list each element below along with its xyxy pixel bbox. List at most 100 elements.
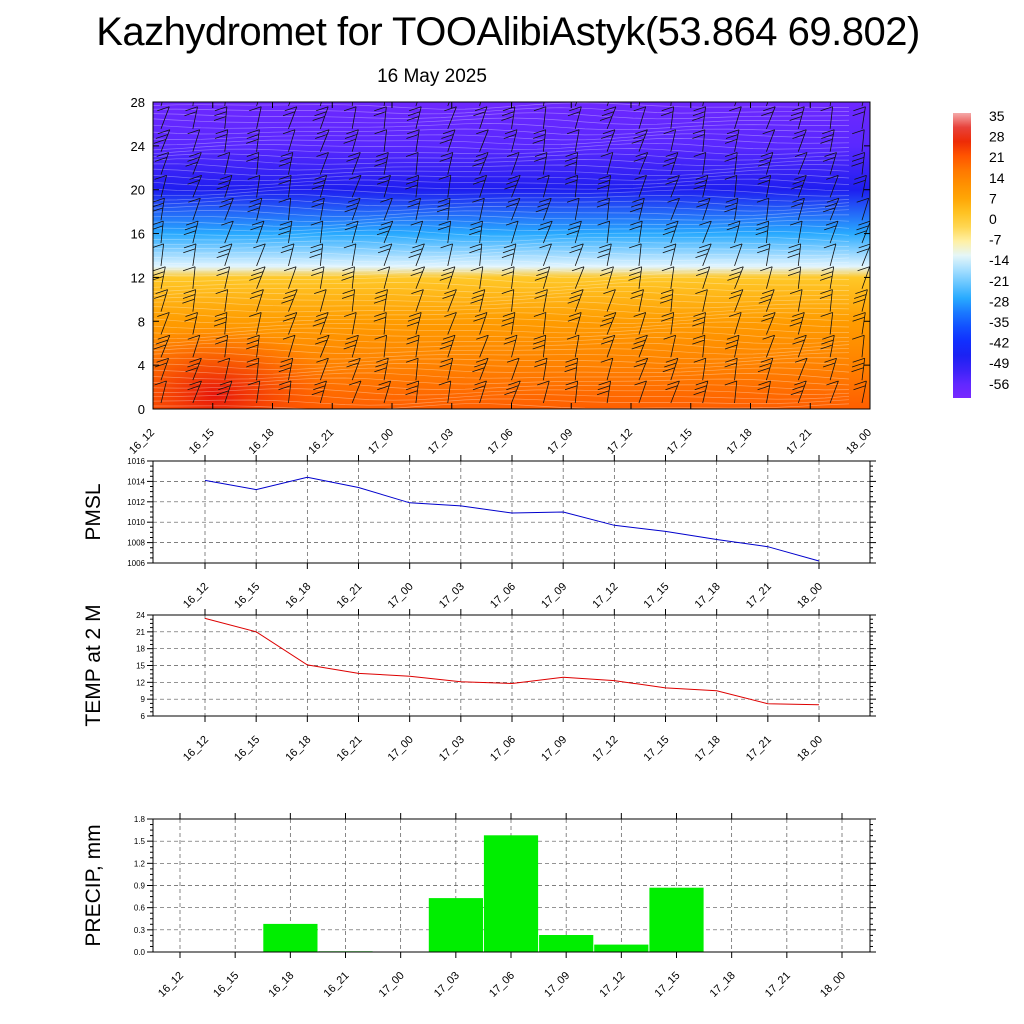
wind-barb-flag: [663, 243, 677, 249]
wind-barb-flag: [504, 129, 518, 135]
wind-barb-flag: [279, 157, 292, 162]
wind-barb-flag: [535, 289, 548, 294]
wind-barb-flag: [659, 298, 673, 304]
contour-line: [153, 316, 850, 324]
wind-barb: [319, 243, 324, 266]
colorbar-label: -49: [989, 355, 1009, 371]
wind-barb-flag: [472, 197, 485, 203]
wind-barb: [734, 358, 738, 381]
wind-barb-flag: [756, 197, 770, 203]
wind-barb-flag: [251, 271, 264, 276]
wind-barb-flag: [247, 175, 260, 180]
wind-barb-flag: [187, 362, 200, 368]
wind-barb-flag: [824, 225, 837, 231]
wind-barb-flag: [664, 157, 677, 162]
wind-barb-flag: [788, 243, 801, 249]
wind-barb: [797, 289, 803, 312]
wind-barb-flag: [826, 175, 839, 180]
wind-barb-flag: [537, 175, 550, 180]
wind-barb: [734, 129, 740, 152]
wind-barb-flag: [375, 157, 388, 162]
wind-barb-flag: [409, 106, 422, 112]
wind-barb-flag: [251, 220, 265, 226]
wind-barb: [288, 289, 298, 312]
wind-barb: [319, 335, 330, 358]
wind-barb-flag: [535, 207, 548, 213]
wind-barb-flag: [410, 248, 423, 254]
contour-line: [153, 255, 850, 263]
wind-barb: [192, 289, 197, 312]
wind-barb-flag: [856, 248, 869, 254]
contour-line: [153, 290, 850, 298]
wind-barb-flag: [343, 84, 355, 88]
wind-barb-flag: [189, 175, 202, 180]
wind-barb: [606, 221, 610, 244]
wind-barb-flag: [406, 339, 419, 345]
wind-barb: [479, 266, 484, 289]
wind-barb-flag: [761, 316, 774, 322]
wind-barb: [224, 335, 229, 358]
wind-barb-flag: [758, 380, 771, 386]
wind-barb-flag: [729, 89, 741, 93]
wind-barb: [351, 106, 357, 129]
wind-barb: [797, 152, 808, 175]
wind-barb: [224, 312, 228, 335]
contour-line: [153, 123, 849, 131]
wind-barb-flag: [507, 197, 521, 203]
wind-barb-flag: [189, 152, 202, 157]
wind-barb-flag: [376, 230, 390, 236]
wind-barb-flag: [693, 106, 706, 112]
wind-barb-flag: [246, 362, 259, 368]
wind-barb: [351, 243, 357, 266]
wind-barb-flag: [344, 207, 357, 213]
wind-barb-flag: [442, 334, 456, 340]
wind-barb-flag: [602, 334, 615, 340]
wind-barb-flag: [314, 84, 326, 88]
wind-barb-flag: [571, 84, 583, 88]
wind-barb-flag: [820, 89, 832, 93]
wind-barb: [319, 175, 327, 198]
x-tick-label: 18_00: [844, 427, 874, 457]
wind-barb-flag: [535, 89, 547, 93]
wind-barb-flag: [156, 84, 168, 88]
wind-barb: [447, 106, 457, 129]
wind-barb-flag: [699, 243, 712, 249]
wind-barb-flag: [601, 134, 614, 139]
wind-barb-flag: [633, 339, 646, 345]
wind-barb-flag: [344, 225, 357, 231]
wind-barb: [447, 289, 457, 312]
wind-barb-flag: [184, 84, 196, 88]
wind-barb-flag: [214, 316, 227, 322]
wind-barb-flag: [534, 152, 548, 157]
wind-barb: [319, 129, 330, 152]
contour-line: [153, 367, 850, 375]
x-tick-label: 18_00: [795, 581, 825, 611]
wind-barb-flag: [667, 380, 680, 386]
wind-barb: [288, 198, 292, 221]
wind-barb-flag: [412, 266, 425, 272]
wind-barb-flag: [473, 111, 486, 117]
wind-barb: [766, 243, 771, 266]
x-tick-label: 17_12: [590, 734, 620, 764]
wind-barb-flag: [790, 84, 802, 88]
wind-barb: [511, 129, 518, 152]
wind-barb-flag: [853, 179, 866, 185]
wind-barb-flag: [566, 230, 579, 236]
wind-barb-flag: [505, 220, 519, 226]
wind-barb-flag: [185, 312, 198, 317]
wind-barb-flag: [283, 294, 296, 299]
wind-barb-flag: [343, 139, 356, 144]
wind-barb: [256, 198, 263, 221]
wind-barb: [383, 358, 389, 381]
wind-barb-flag: [278, 380, 292, 386]
wind-barb: [511, 312, 516, 335]
wind-barb-flag: [725, 152, 738, 157]
wind-barb: [447, 198, 451, 221]
wind-barb-flag: [405, 390, 418, 396]
wind-barb-flag: [631, 139, 644, 144]
wind-barb-flag: [756, 220, 769, 226]
wind-barb-flag: [154, 157, 168, 162]
y-tick-label: 1014: [127, 477, 145, 486]
wind-barb: [192, 312, 198, 335]
wind-barb-flag: [246, 152, 259, 157]
